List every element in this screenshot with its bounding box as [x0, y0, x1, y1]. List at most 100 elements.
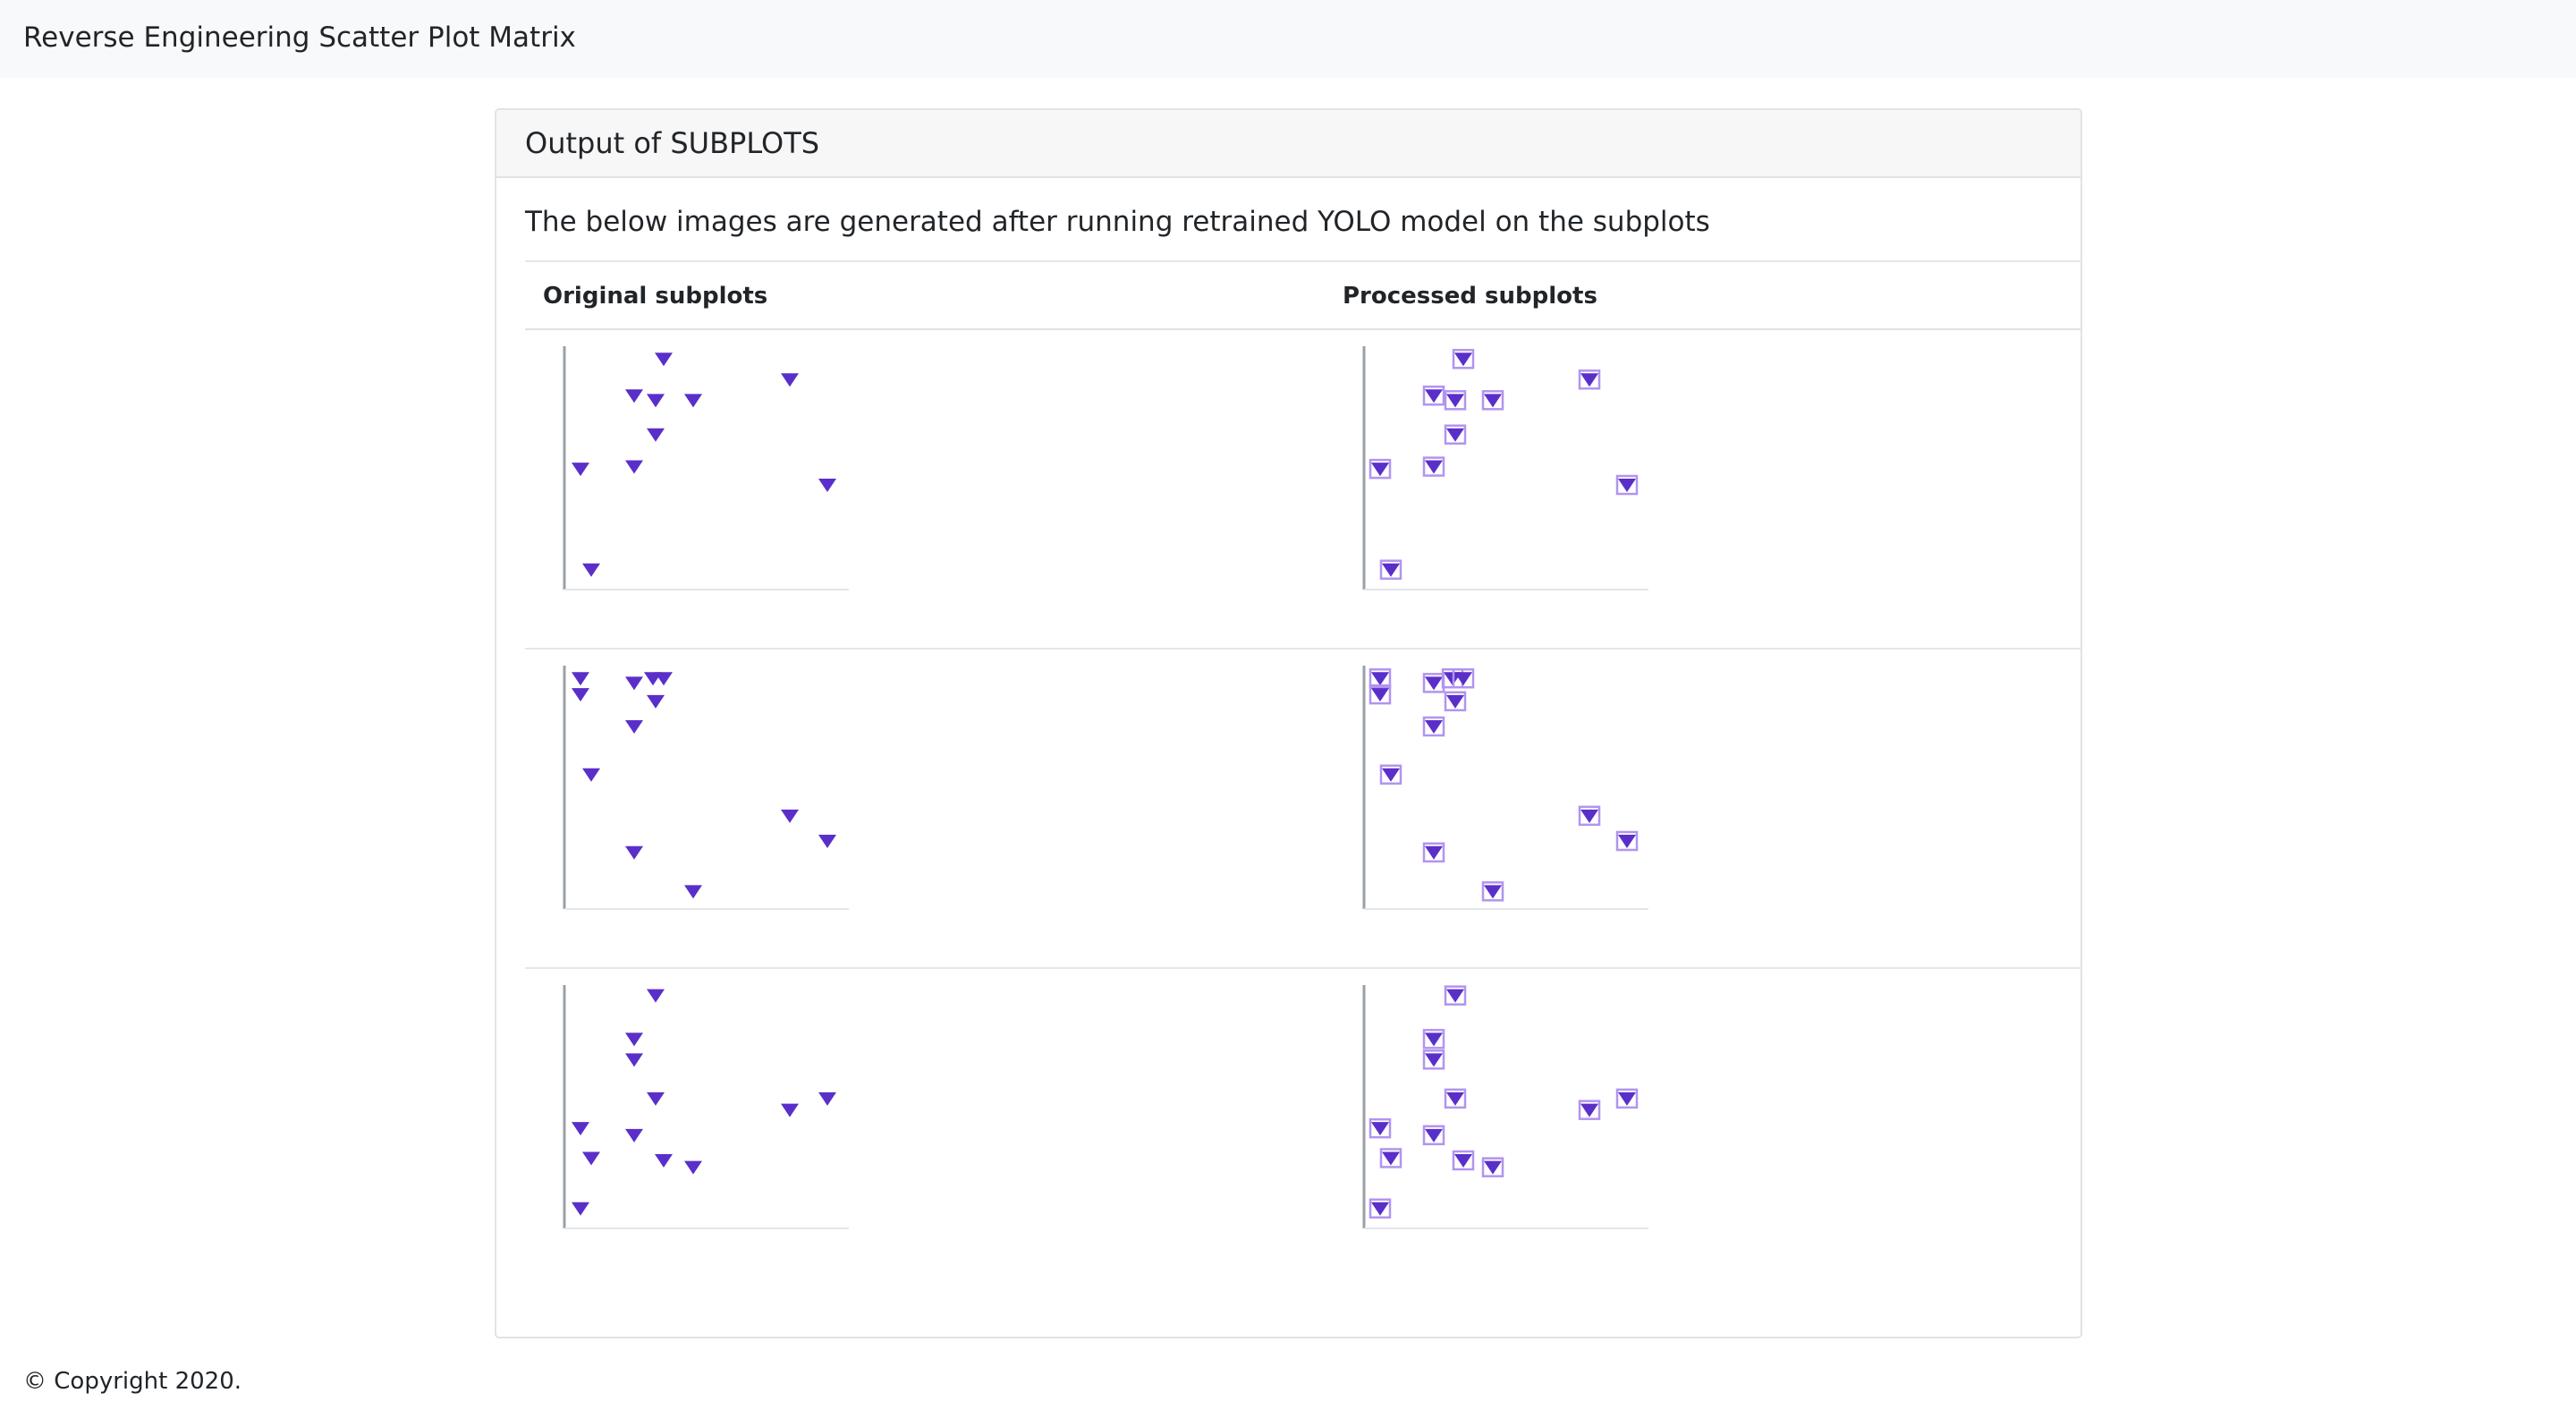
detection-box	[1422, 1029, 1445, 1049]
detection-box	[1444, 390, 1467, 411]
triangle-marker	[1580, 809, 1598, 823]
triangle-marker	[1371, 463, 1389, 477]
detection-box	[1444, 424, 1467, 445]
original-subplot-cell	[525, 649, 1325, 969]
table-row	[525, 968, 2080, 1287]
detection-box	[1578, 805, 1601, 827]
triangle-marker	[818, 479, 836, 493]
detection-box	[1422, 842, 1445, 863]
triangle-marker	[1454, 352, 1472, 367]
triangle-marker	[655, 672, 673, 686]
detection-box	[1379, 1148, 1402, 1168]
triangle-marker	[625, 389, 643, 403]
triangle-marker	[1446, 989, 1464, 1003]
triangle-marker	[572, 688, 589, 702]
processed-subplot-image	[1362, 985, 1648, 1229]
detection-box	[1422, 1125, 1445, 1146]
detection-box	[1578, 369, 1601, 390]
original-subplot-image	[563, 985, 849, 1229]
triangle-marker	[625, 1128, 643, 1142]
triangle-marker	[818, 835, 836, 848]
detection-box	[1368, 1198, 1392, 1219]
triangle-marker	[625, 676, 643, 691]
triangle-marker	[582, 1151, 600, 1166]
detection-box	[1422, 716, 1445, 737]
original-subplot-cell	[525, 968, 1325, 1287]
detection-box	[1481, 881, 1504, 902]
detection-box	[1615, 474, 1639, 496]
triangle-marker	[1425, 389, 1443, 403]
triangle-marker	[647, 694, 665, 709]
triangle-marker	[655, 1154, 673, 1168]
triangle-marker	[625, 460, 643, 474]
table-row	[525, 649, 2080, 969]
detection-box	[1422, 456, 1445, 477]
column-header-original: Original subplots	[525, 260, 1325, 330]
detection-box	[1379, 764, 1402, 786]
detection-box	[1452, 1150, 1475, 1171]
card-header: Output of SUBPLOTS	[496, 110, 2080, 178]
triangle-marker	[1454, 672, 1472, 686]
triangle-marker	[625, 1053, 643, 1067]
original-subplot-image	[563, 346, 849, 590]
detection-box	[1368, 1117, 1392, 1139]
table-row	[525, 329, 2080, 650]
detection-box	[1481, 390, 1504, 411]
triangle-marker	[781, 373, 799, 387]
triangle-marker	[684, 1160, 702, 1175]
triangle-marker	[781, 1103, 799, 1117]
triangle-marker	[1371, 1122, 1389, 1136]
processed-subplot-image	[1362, 346, 1648, 590]
subplots-table-wrap: Original subplots Processed subplots	[525, 260, 2080, 1287]
column-header-processed: Processed subplots	[1325, 260, 2080, 330]
card-title: Output of SUBPLOTS	[525, 126, 820, 160]
triangle-marker	[1382, 1151, 1400, 1166]
detection-box	[1379, 559, 1402, 581]
triangle-marker	[1446, 694, 1464, 709]
triangle-marker	[625, 1032, 643, 1047]
original-subplot-cell	[525, 329, 1325, 650]
triangle-marker	[1371, 1202, 1389, 1216]
triangle-marker	[625, 845, 643, 860]
triangle-marker	[647, 1091, 665, 1106]
triangle-marker	[1454, 1154, 1472, 1168]
triangle-marker	[1446, 1091, 1464, 1106]
processed-subplot-cell	[1325, 649, 2080, 969]
table-header-row: Original subplots Processed subplots	[525, 260, 2080, 330]
triangle-marker	[1425, 676, 1443, 691]
detection-box	[1368, 458, 1392, 480]
triangle-marker	[1580, 373, 1598, 387]
detection-box	[1444, 1088, 1467, 1109]
footer-copyright: © Copyright 2020.	[23, 1368, 242, 1395]
detection-box	[1422, 1049, 1445, 1070]
processed-subplot-cell	[1325, 968, 2080, 1287]
detection-box	[1368, 667, 1392, 689]
triangle-marker	[1618, 1091, 1636, 1106]
triangle-marker	[1580, 1103, 1598, 1117]
triangle-marker	[647, 394, 665, 408]
triangle-marker	[684, 885, 702, 899]
triangle-marker	[572, 1202, 589, 1216]
detection-box	[1444, 985, 1467, 1006]
detection-box	[1481, 1157, 1504, 1177]
triangle-marker	[1425, 1032, 1443, 1047]
triangle-marker	[1382, 563, 1400, 577]
triangle-marker	[1425, 1128, 1443, 1142]
app-title[interactable]: Reverse Engineering Scatter Plot Matrix	[23, 21, 576, 54]
triangle-marker	[1371, 688, 1389, 702]
triangle-marker	[684, 394, 702, 408]
triangle-marker	[582, 768, 600, 782]
detection-box	[1452, 667, 1475, 689]
triangle-marker	[1425, 720, 1443, 734]
triangle-marker	[818, 1091, 836, 1106]
triangle-marker	[1371, 672, 1389, 686]
triangle-marker	[1425, 1053, 1443, 1067]
detection-box	[1422, 385, 1445, 406]
intro-text: The below images are generated after run…	[525, 206, 1710, 238]
triangle-marker	[582, 563, 600, 577]
original-subplot-image	[563, 666, 849, 910]
processed-subplot-cell	[1325, 329, 2080, 650]
triangle-marker	[572, 1122, 589, 1136]
top-navbar: Reverse Engineering Scatter Plot Matrix	[0, 0, 2576, 78]
triangle-marker	[1446, 394, 1464, 408]
